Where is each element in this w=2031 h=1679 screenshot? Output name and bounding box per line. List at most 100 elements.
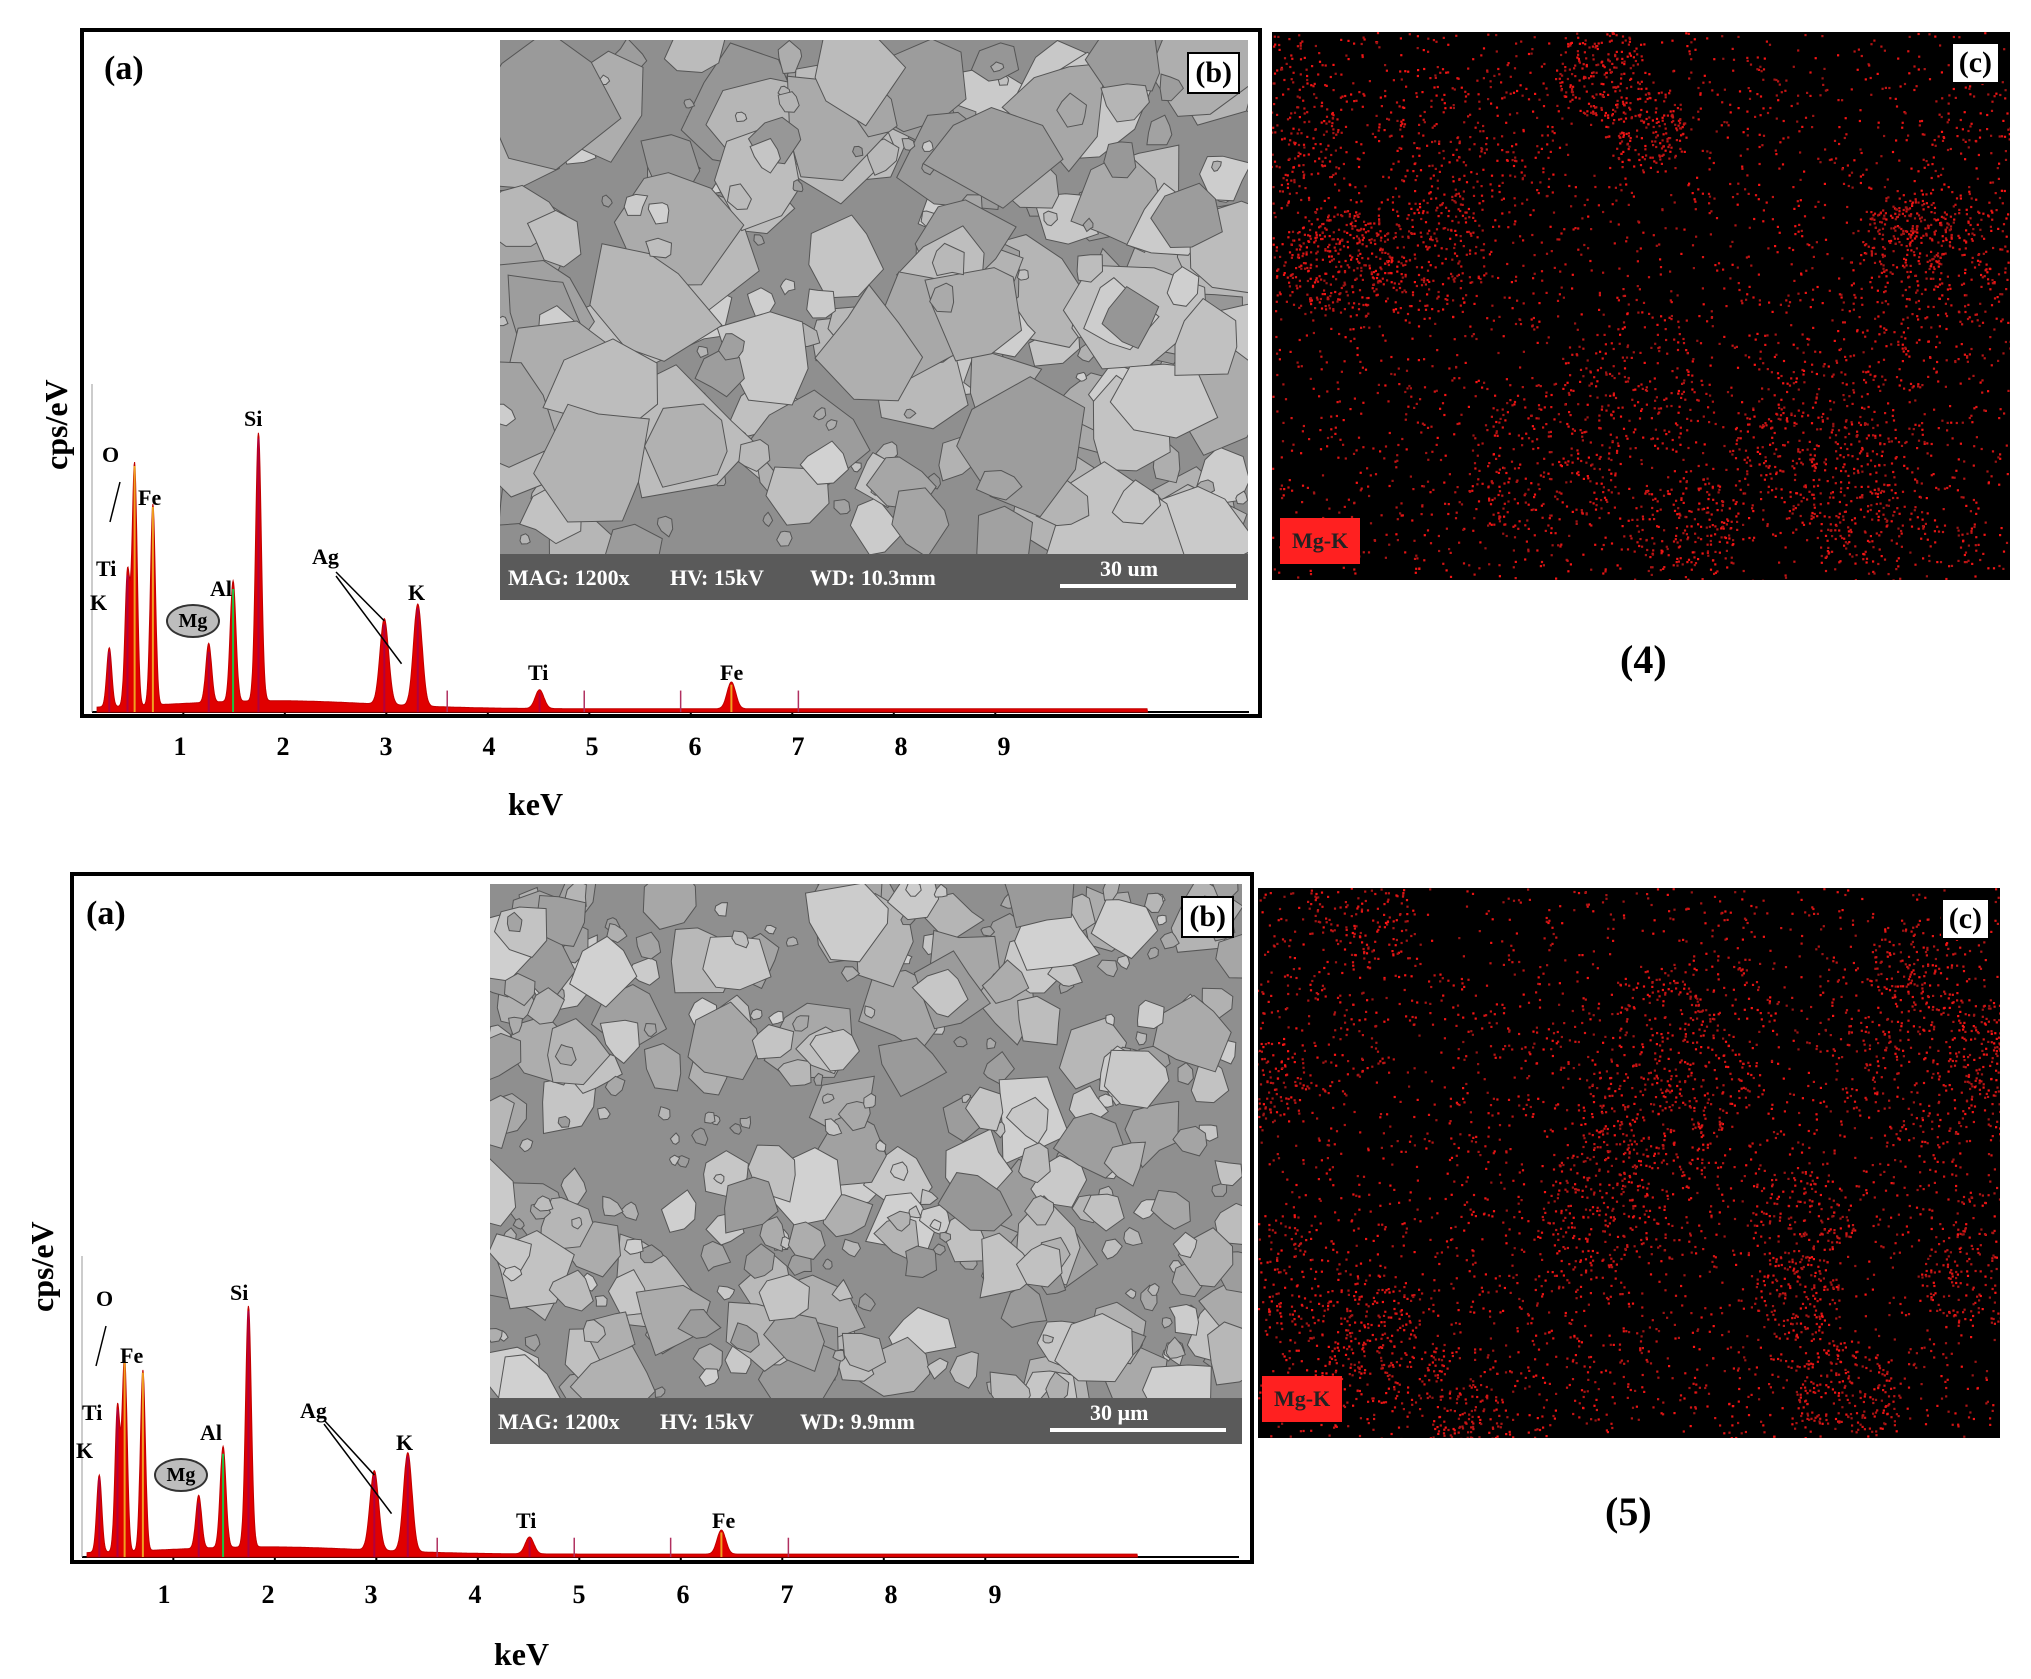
mg-dot: [1870, 187, 1873, 190]
mg-dot: [1394, 460, 1397, 463]
mg-dot: [1628, 52, 1631, 55]
mg-dot: [1592, 112, 1595, 115]
mg-dot: [1344, 94, 1347, 98]
mg-dot: [1793, 424, 1796, 427]
mg-dot: [1455, 511, 1458, 514]
mg-dot: [1714, 422, 1717, 426]
mg-dot: [1956, 489, 1959, 492]
mg-dot: [1714, 550, 1717, 553]
mg-dot: [1339, 438, 1342, 441]
mg-dot: [1863, 252, 1866, 255]
sem-particle: [753, 234, 766, 246]
mg-dot: [1619, 82, 1622, 85]
mg-dot: [1685, 487, 1688, 490]
mg-dot: [1827, 502, 1830, 505]
mg-dot: [1587, 456, 1590, 459]
mg-dot: [1542, 475, 1545, 478]
mg-dot: [1812, 114, 1815, 117]
mg-dot: [1904, 112, 1907, 115]
mg-dot: [1910, 512, 1913, 515]
sem-particle: [903, 408, 917, 419]
mg-dot: [1998, 196, 2002, 200]
mg-dot: [1498, 575, 1501, 578]
mg-dot: [1699, 93, 1702, 96]
mg-dot: [1780, 408, 1783, 411]
mg-dot: [1908, 72, 1911, 75]
mg-dot: [1512, 91, 1516, 94]
mg-dot: [1852, 232, 1855, 235]
mg-dot: [1400, 262, 1403, 265]
mg-dot: [1496, 114, 1499, 117]
mg-dot: [1482, 256, 1485, 259]
mg-dot: [1881, 253, 1884, 256]
mg-dot: [1631, 398, 1634, 401]
mg-dot: [1282, 494, 1285, 497]
mg-dot: [1464, 217, 1467, 220]
mg-dot: [1806, 337, 1809, 340]
mg-dot: [1640, 87, 1643, 91]
mg-dot: [1272, 126, 1275, 129]
mg-dot: [1537, 404, 1541, 407]
mg-dot: [1921, 133, 1924, 136]
sem-particle: [623, 193, 649, 216]
mg-dot: [1630, 77, 1633, 80]
mg-dot: [1449, 551, 1452, 554]
mg-dot: [1422, 485, 1426, 488]
mg-dot: [1631, 518, 1634, 521]
mg-dot: [1527, 550, 1530, 553]
mg-dot: [1892, 235, 1895, 238]
mg-dot: [1963, 353, 1966, 356]
mg-dot: [1735, 442, 1738, 446]
mg-dot: [1698, 502, 1701, 505]
mg-dot: [1497, 143, 1500, 146]
mg-dot: [1347, 302, 1350, 305]
mg-dot: [1978, 211, 1981, 215]
mg-dot: [1302, 170, 1305, 173]
mg-dot: [1961, 128, 1964, 131]
mg-dot: [1345, 54, 1348, 57]
mg-dot: [1851, 519, 1854, 522]
mg-dot: [1629, 67, 1632, 70]
mg-dot: [1902, 194, 1905, 197]
mg-dot: [1616, 99, 1619, 102]
mg-dot: [1537, 417, 1540, 420]
mg-dot: [1711, 524, 1714, 527]
mg-dot: [1532, 110, 1535, 113]
mg-dot: [1538, 302, 1541, 305]
mg-dot: [1647, 92, 1650, 95]
mg-dot: [1506, 411, 1509, 414]
mg-dot: [1457, 221, 1460, 224]
mg-dot: [1787, 441, 1790, 444]
mg-dot: [1888, 240, 1891, 243]
mg-dot: [1564, 66, 1567, 69]
mg-dot: [1565, 91, 1568, 94]
mg-dot: [1387, 252, 1390, 255]
mg-dot: [1946, 121, 1949, 124]
mg-dot: [1622, 111, 1625, 114]
mg-dot: [1284, 173, 1287, 176]
mg-dot: [1379, 257, 1382, 260]
mg-dot: [1568, 346, 1572, 349]
mg-dot: [1338, 511, 1341, 514]
mg-dot: [1505, 471, 1508, 475]
mg-dot: [1320, 416, 1323, 419]
mg-dot: [1329, 283, 1332, 286]
mg-dot: [1992, 246, 1995, 250]
mg-dot: [1436, 85, 1439, 89]
mg-dot: [1669, 299, 1672, 302]
mg-dot: [1534, 92, 1537, 95]
mg-dot: [1503, 296, 1506, 299]
mg-dot: [1704, 483, 1707, 486]
mg-dot: [1433, 232, 1436, 235]
mg-dot: [1353, 568, 1356, 571]
mg-dot: [1884, 212, 1887, 215]
mg-dot: [1834, 434, 1838, 437]
mg-dot: [1819, 351, 1822, 354]
mg-dot: [1298, 164, 1301, 167]
mg-dot: [1841, 168, 1844, 171]
sem-particle: [647, 202, 670, 225]
mg-dot: [1817, 157, 1820, 160]
mg-dot: [1641, 387, 1644, 390]
mg-dot: [1903, 464, 1906, 467]
mg-dot: [1609, 220, 1612, 223]
